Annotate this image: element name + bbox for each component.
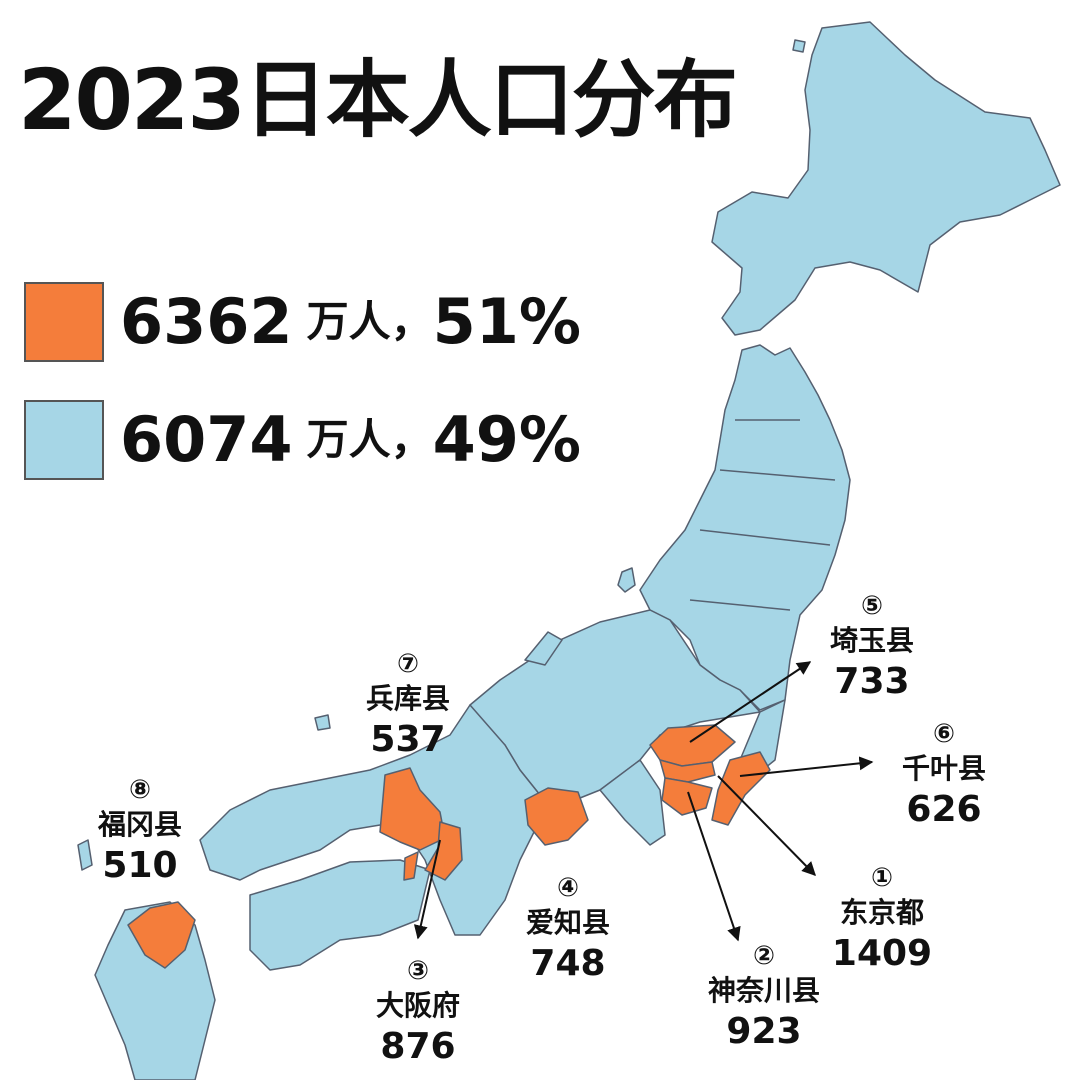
population-value: 510 [102, 845, 178, 886]
aichi-prefecture [524, 787, 589, 846]
rishiri-island [792, 39, 806, 53]
rank-label: ⑦ [396, 649, 420, 679]
legend-unit: 万人， [306, 415, 433, 464]
kinki-chugoku [199, 704, 541, 936]
legend-value: 6074 [120, 403, 293, 476]
population-value: 1409 [831, 933, 933, 974]
callout-tokyo: ① 东京都 1409 [832, 862, 932, 976]
population-value: 537 [370, 719, 446, 760]
arrow-tokyo [717, 775, 816, 876]
callout-kanagawa: ② 神奈川县 923 [708, 940, 820, 1054]
rank-label: ⑤ [860, 591, 884, 621]
chiba-prefecture [711, 751, 771, 826]
prefecture-name: 大阪府 [375, 989, 461, 1022]
prefecture-name: 兵库县 [365, 682, 451, 715]
callout-osaka: ③ 大阪府 876 [376, 955, 460, 1069]
population-value: 733 [834, 661, 910, 702]
prefecture-name: 福冈县 [97, 808, 183, 841]
callout-hyogo: ⑦ 兵库县 537 [366, 648, 450, 762]
tohoku [639, 344, 851, 711]
legend-unit: 万人， [306, 297, 433, 346]
tohoku-divide [689, 419, 836, 611]
population-value: 748 [530, 943, 606, 984]
legend-swatch-blue [24, 400, 104, 480]
callout-fukuoka: ⑧ 福冈县 510 [98, 774, 182, 888]
arrow-saitama [689, 661, 812, 743]
prefecture-name: 爱知县 [525, 906, 611, 939]
arrow-chiba [739, 756, 874, 777]
arrow-osaka [413, 839, 441, 940]
callout-aichi: ④ 爱知县 748 [526, 872, 610, 986]
prefecture-name: 埼玉县 [829, 624, 915, 657]
kanagawa-prefecture [661, 777, 713, 816]
legend-value: 6362 [120, 285, 293, 358]
rank-label: ① [870, 863, 894, 893]
rank-label: ⑥ [932, 719, 956, 749]
page-title: 2023日本人口分布 [18, 51, 738, 149]
oki-island [314, 714, 331, 731]
population-value: 923 [726, 1011, 802, 1052]
legend-percent: 49% [432, 403, 581, 476]
rank-label: ② [752, 941, 776, 971]
rank-label: ③ [406, 956, 430, 986]
awaji-island [403, 851, 419, 881]
prefecture-name: 东京都 [839, 896, 925, 929]
population-value: 876 [380, 1026, 456, 1067]
tsushima [77, 839, 93, 871]
legend-orange: 6362 万人， 51% [24, 282, 581, 362]
population-value: 626 [906, 789, 982, 830]
fukuoka-prefecture [127, 901, 196, 969]
rank-label: ⑧ [128, 775, 152, 805]
prefecture-name: 神奈川县 [707, 974, 821, 1007]
noto-peninsula [524, 631, 563, 666]
hokkaido [711, 21, 1061, 336]
callout-chiba: ⑥ 千叶县 626 [902, 718, 986, 832]
legend-swatch-orange [24, 282, 104, 362]
izu-shizuoka [599, 759, 666, 846]
rank-label: ④ [556, 873, 580, 903]
shikoku [249, 859, 431, 971]
legend-blue: 6074 万人， 49% [24, 400, 581, 480]
callout-saitama: ⑤ 埼玉县 733 [830, 590, 914, 704]
sado-island [617, 567, 636, 593]
legend-percent: 51% [432, 285, 581, 358]
prefecture-name: 千叶县 [901, 752, 987, 785]
arrow-kanagawa [687, 791, 741, 942]
